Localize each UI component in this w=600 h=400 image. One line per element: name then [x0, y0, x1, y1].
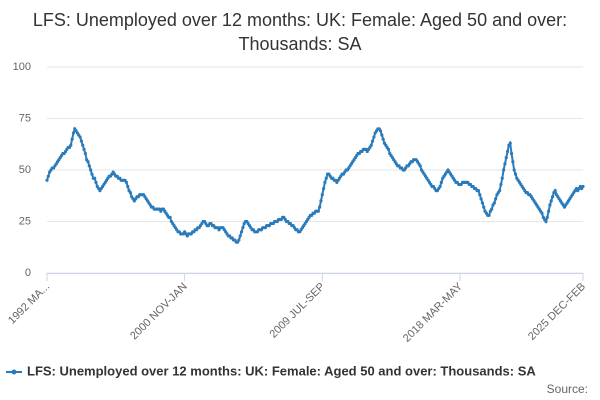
data-point	[87, 164, 91, 168]
data-point	[126, 184, 130, 189]
data-point	[438, 184, 442, 189]
data-point	[494, 197, 498, 201]
data-point	[83, 151, 87, 156]
data-point	[499, 182, 503, 187]
data-point	[504, 156, 508, 160]
data-point	[439, 180, 443, 184]
data-point	[548, 203, 552, 207]
data-point	[239, 230, 244, 234]
data-point	[500, 176, 504, 180]
data-point	[241, 226, 245, 230]
data-point	[418, 164, 422, 168]
data-point	[487, 213, 491, 217]
data-point	[89, 168, 93, 172]
data-point	[545, 215, 549, 219]
data-point	[513, 172, 518, 176]
data-point	[71, 131, 76, 135]
data-point	[69, 143, 73, 147]
x-tick-label: 2025 DEC-FEB	[526, 281, 588, 343]
data-point	[93, 176, 97, 180]
source: Source:	[547, 382, 588, 396]
data-point	[492, 201, 496, 205]
data-point	[323, 180, 327, 184]
data-point	[553, 189, 557, 193]
data-point	[482, 205, 486, 209]
y-tick-label: 25	[19, 215, 31, 227]
data-point	[381, 137, 385, 141]
chart-title: LFS: Unemployed over 12 months: UK: Fema…	[32, 10, 568, 54]
data-point	[511, 160, 515, 164]
data-point	[46, 174, 50, 178]
x-tick-label: 2018 MAR-MAY	[401, 280, 466, 345]
data-point	[318, 205, 322, 209]
data-point	[479, 197, 483, 201]
data-point	[501, 168, 506, 172]
data-point	[86, 160, 90, 164]
data-point	[386, 147, 391, 151]
data-point	[324, 176, 328, 180]
data-point	[81, 143, 85, 147]
data-point	[94, 180, 98, 184]
legend-marker	[11, 369, 17, 375]
data-point	[581, 184, 585, 189]
data-point	[550, 195, 555, 199]
data-point	[70, 137, 74, 141]
data-point	[478, 193, 482, 197]
data-point	[480, 201, 485, 205]
data-point	[546, 209, 551, 213]
data-point	[476, 189, 481, 193]
data-point	[90, 172, 94, 176]
x-tick-label: 2009 JUL-SEP	[267, 281, 327, 341]
data-point	[378, 129, 383, 133]
legend-label: LFS: Unemployed over 12 months: UK: Fema…	[27, 363, 536, 378]
data-point	[490, 207, 494, 211]
data-point	[369, 143, 373, 147]
y-tick-label: 50	[19, 164, 31, 176]
y-tick-label: 100	[13, 61, 31, 73]
data-point	[549, 199, 553, 203]
data-point	[509, 151, 514, 156]
data-point	[45, 178, 49, 182]
data-point	[544, 219, 548, 224]
y-tick-label: 75	[19, 112, 31, 124]
x-tick-label: 1992 MA...	[6, 281, 52, 327]
data-point	[168, 215, 172, 219]
data-point	[238, 234, 242, 238]
data-point	[498, 189, 502, 193]
data-point	[78, 135, 82, 139]
data-point	[237, 238, 241, 242]
data-point	[316, 209, 320, 213]
data-point	[319, 199, 323, 203]
data-point	[79, 139, 84, 143]
data-point	[505, 149, 510, 154]
x-tick-label: 2000 NOV-JAN	[128, 281, 190, 343]
data-point	[380, 133, 384, 137]
data-point	[508, 141, 512, 145]
data-point	[322, 186, 326, 191]
data-point	[320, 193, 324, 197]
data-point	[124, 180, 129, 184]
data-point	[372, 135, 376, 139]
data-point	[503, 162, 507, 166]
data-point	[128, 191, 132, 195]
data-point	[540, 211, 544, 215]
data-point	[82, 147, 86, 151]
data-point	[512, 168, 516, 172]
data-point	[370, 139, 375, 143]
y-tick-label: 0	[25, 267, 31, 279]
